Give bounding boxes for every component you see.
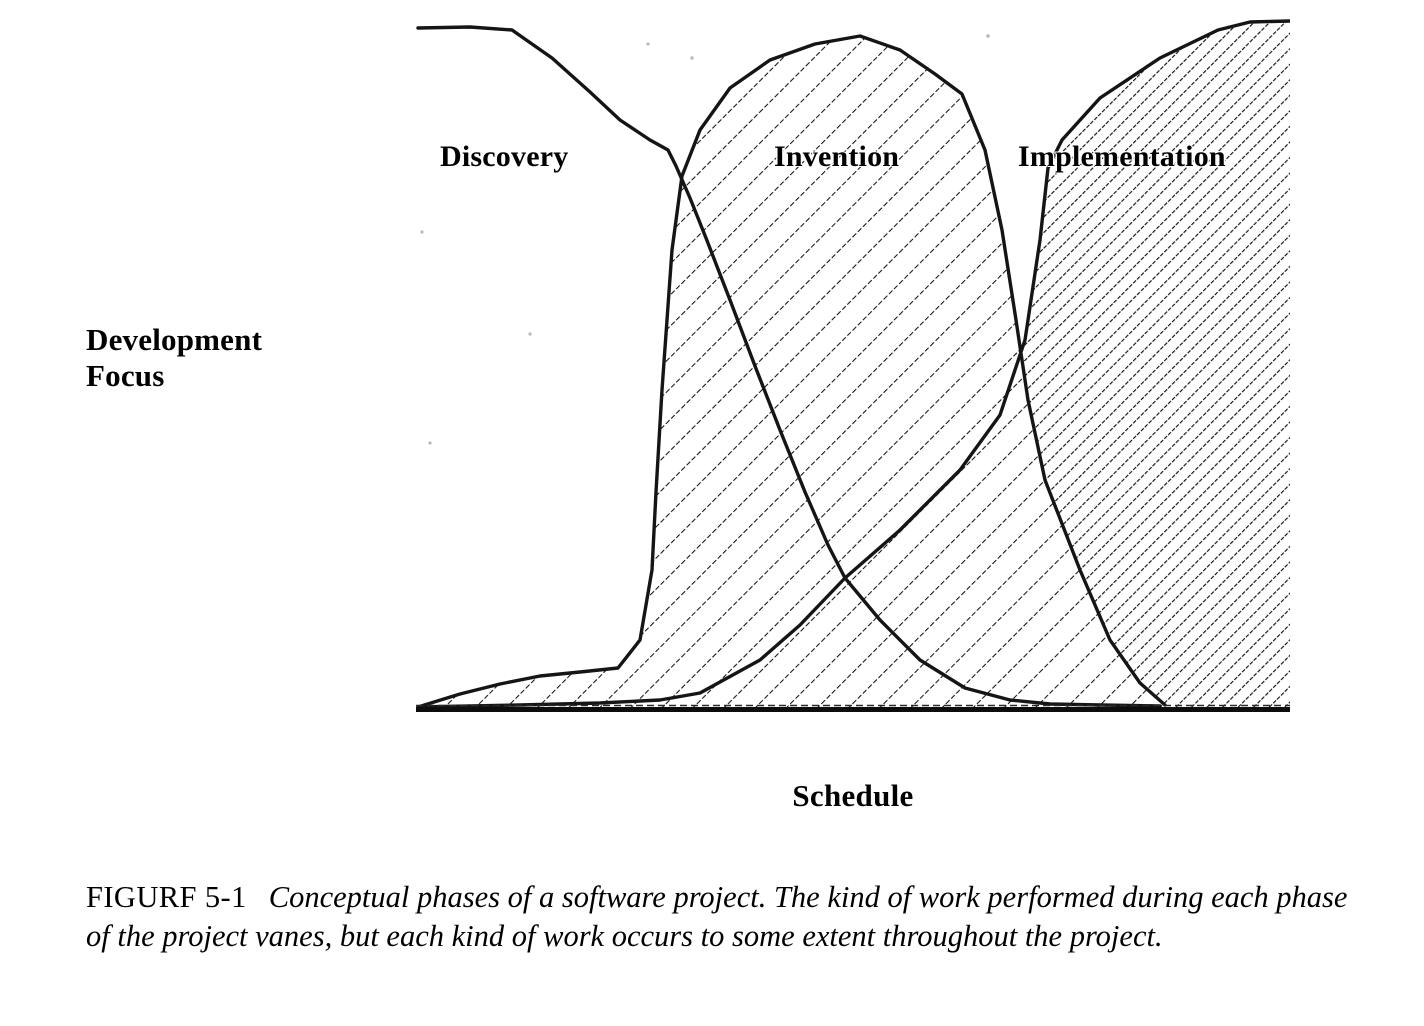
- implementation-curve: [416, 19, 1290, 709]
- figure-caption-text: Conceptual phases of a software project.…: [86, 880, 1348, 954]
- phase-label-implementation-clip: Implementation: [1018, 136, 1290, 178]
- scan-speckles: [420, 34, 1242, 445]
- implementation-area: [418, 21, 1290, 709]
- discovery-curve: [416, 25, 1162, 708]
- phase-label-discovery: Discovery: [440, 140, 569, 173]
- figure-caption: FIGURF 5-1 Conceptual phases of a softwar…: [86, 878, 1366, 956]
- y-axis-label: Development Focus: [86, 322, 263, 393]
- phase-label-implementation: Implementation: [1018, 140, 1226, 173]
- plot-area: Discovery Invention Implementation: [416, 19, 1290, 712]
- invention-curve: [416, 34, 1167, 709]
- phase-curves-svg: [416, 19, 1290, 712]
- figure-number: FIGURF 5-1: [86, 880, 247, 914]
- x-axis-label: Schedule: [792, 778, 914, 813]
- phase-label-invention: Invention: [774, 140, 900, 173]
- invention-area: [418, 36, 1180, 708]
